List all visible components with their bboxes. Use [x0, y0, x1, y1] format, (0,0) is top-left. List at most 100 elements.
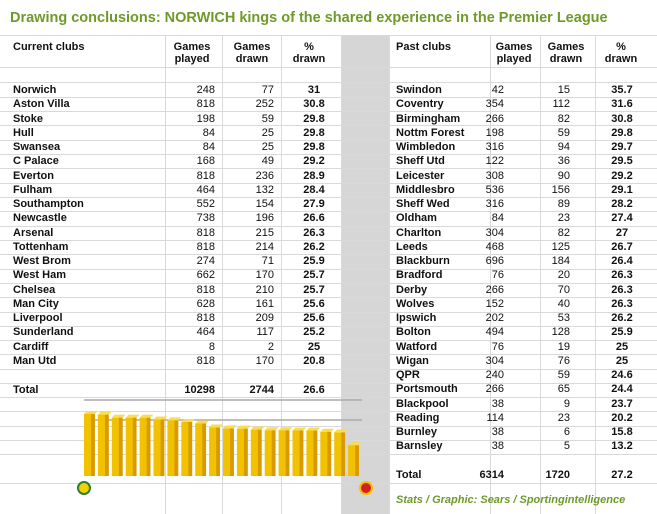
club-name: Portsmouth: [396, 383, 458, 396]
club-name: Bolton: [396, 326, 431, 339]
percent-drawn: 29.8: [611, 126, 633, 139]
club-name: Wolves: [396, 297, 435, 310]
games-drawn: 23: [557, 212, 570, 225]
grid-line: [281, 35, 282, 514]
games-drawn: 82: [557, 226, 570, 239]
grid-line: [0, 297, 657, 298]
percent-drawn: 20.2: [611, 411, 633, 424]
percent-drawn: 26.6: [303, 384, 325, 396]
percent-drawn: 25: [307, 340, 321, 353]
grid-line: [0, 240, 657, 241]
grid-line: [0, 168, 657, 169]
grid-line: [540, 35, 541, 514]
percent-drawn: 31.6: [611, 98, 633, 111]
club-name: Wimbledon: [396, 141, 456, 153]
grid-line: [0, 254, 657, 255]
grid-line: [0, 354, 657, 355]
bar-hull: [125, 414, 140, 476]
games-played: 266: [485, 283, 504, 296]
games-drawn: 25: [261, 126, 274, 139]
games-played: 248: [196, 84, 215, 96]
grid-line: [0, 283, 657, 284]
bar-newcastle: [209, 424, 223, 476]
grid-line: [0, 154, 657, 155]
percent-drawn: 29.8: [303, 141, 325, 153]
games-played: 84: [202, 126, 215, 139]
games-played: 818: [196, 354, 215, 367]
percent-drawn: 29.1: [611, 183, 633, 196]
club-name: Sheff Utd: [396, 155, 445, 168]
games-drawn: 77: [261, 84, 274, 96]
games-drawn: 2744: [249, 384, 274, 396]
percent-drawn: 25.6: [303, 312, 325, 324]
games-played: 552: [196, 198, 215, 210]
grid-line: [0, 97, 657, 98]
percent-drawn: 29.8: [303, 126, 325, 139]
percent-drawn: 29.7: [611, 141, 633, 153]
games-played: 536: [485, 183, 504, 196]
percent-drawn: 26.4: [611, 255, 633, 267]
grid-line: [165, 35, 166, 514]
club-name: Stoke: [13, 112, 43, 125]
games-drawn: 5: [563, 440, 570, 453]
games-drawn: 36: [557, 155, 570, 168]
grid-line: [0, 326, 657, 327]
games-played: 628: [196, 297, 215, 310]
games-played: 738: [196, 212, 215, 225]
percent-drawn: 26.2: [303, 240, 325, 253]
bar-arsenal: [223, 425, 237, 476]
bar-sunderland: [320, 428, 335, 476]
games-played: 152: [485, 297, 504, 310]
club-name: Reading: [396, 411, 440, 424]
games-played: 266: [485, 383, 504, 396]
past-drawn-header: Games drawn: [547, 41, 585, 65]
games-drawn: 184: [551, 255, 570, 267]
club-name: Oldham: [396, 212, 437, 225]
club-name: QPR: [396, 369, 420, 381]
separator-column: [341, 35, 389, 514]
percent-drawn: 25.7: [303, 283, 325, 296]
bar-c-palace: [153, 416, 168, 476]
percent-drawn: 29.8: [303, 112, 325, 125]
games-played: 818: [196, 226, 215, 239]
games-drawn: 65: [557, 383, 570, 396]
games-played: 202: [485, 312, 504, 324]
grid-line: [0, 140, 657, 141]
games-played: 42: [491, 84, 504, 96]
bar-west-brom: [250, 426, 265, 476]
club-name: Leeds: [396, 240, 428, 253]
club-name: Sunderland: [13, 326, 74, 339]
club-name: Tottenham: [13, 240, 69, 253]
draws-bar-chart: [77, 399, 373, 495]
games-drawn: 82: [557, 112, 570, 125]
bar-southampton: [195, 420, 210, 476]
games-played: 114: [486, 411, 504, 424]
games-drawn: 210: [255, 283, 274, 296]
grid-line: [0, 411, 657, 412]
percent-drawn: 29.5: [611, 155, 633, 168]
grid-line: [0, 226, 657, 227]
games-drawn: 53: [557, 312, 570, 324]
games-drawn: 94: [557, 141, 570, 153]
percent-drawn: 26.3: [611, 283, 633, 296]
games-drawn: 128: [551, 326, 570, 339]
bar-liverpool: [306, 427, 321, 476]
percent-drawn: 27: [615, 226, 629, 239]
games-played: 266: [485, 112, 504, 125]
current-played-header: Games played: [173, 41, 211, 65]
games-played: 10298: [184, 384, 215, 396]
games-drawn: 76: [557, 354, 570, 367]
grid-line: [0, 369, 657, 370]
grid-line: [222, 35, 223, 514]
games-drawn: 215: [255, 226, 274, 239]
grid-line: [0, 340, 657, 341]
percent-drawn: 23.7: [611, 397, 633, 410]
games-drawn: 214: [255, 240, 274, 253]
bar-swansea: [139, 414, 154, 476]
games-played: 662: [196, 269, 215, 282]
percent-drawn: 28.9: [303, 169, 325, 182]
games-drawn: 59: [557, 369, 570, 381]
past-clubs-header: Past clubs: [396, 41, 452, 53]
percent-drawn: 25: [615, 340, 629, 353]
games-played: 76: [491, 340, 504, 353]
